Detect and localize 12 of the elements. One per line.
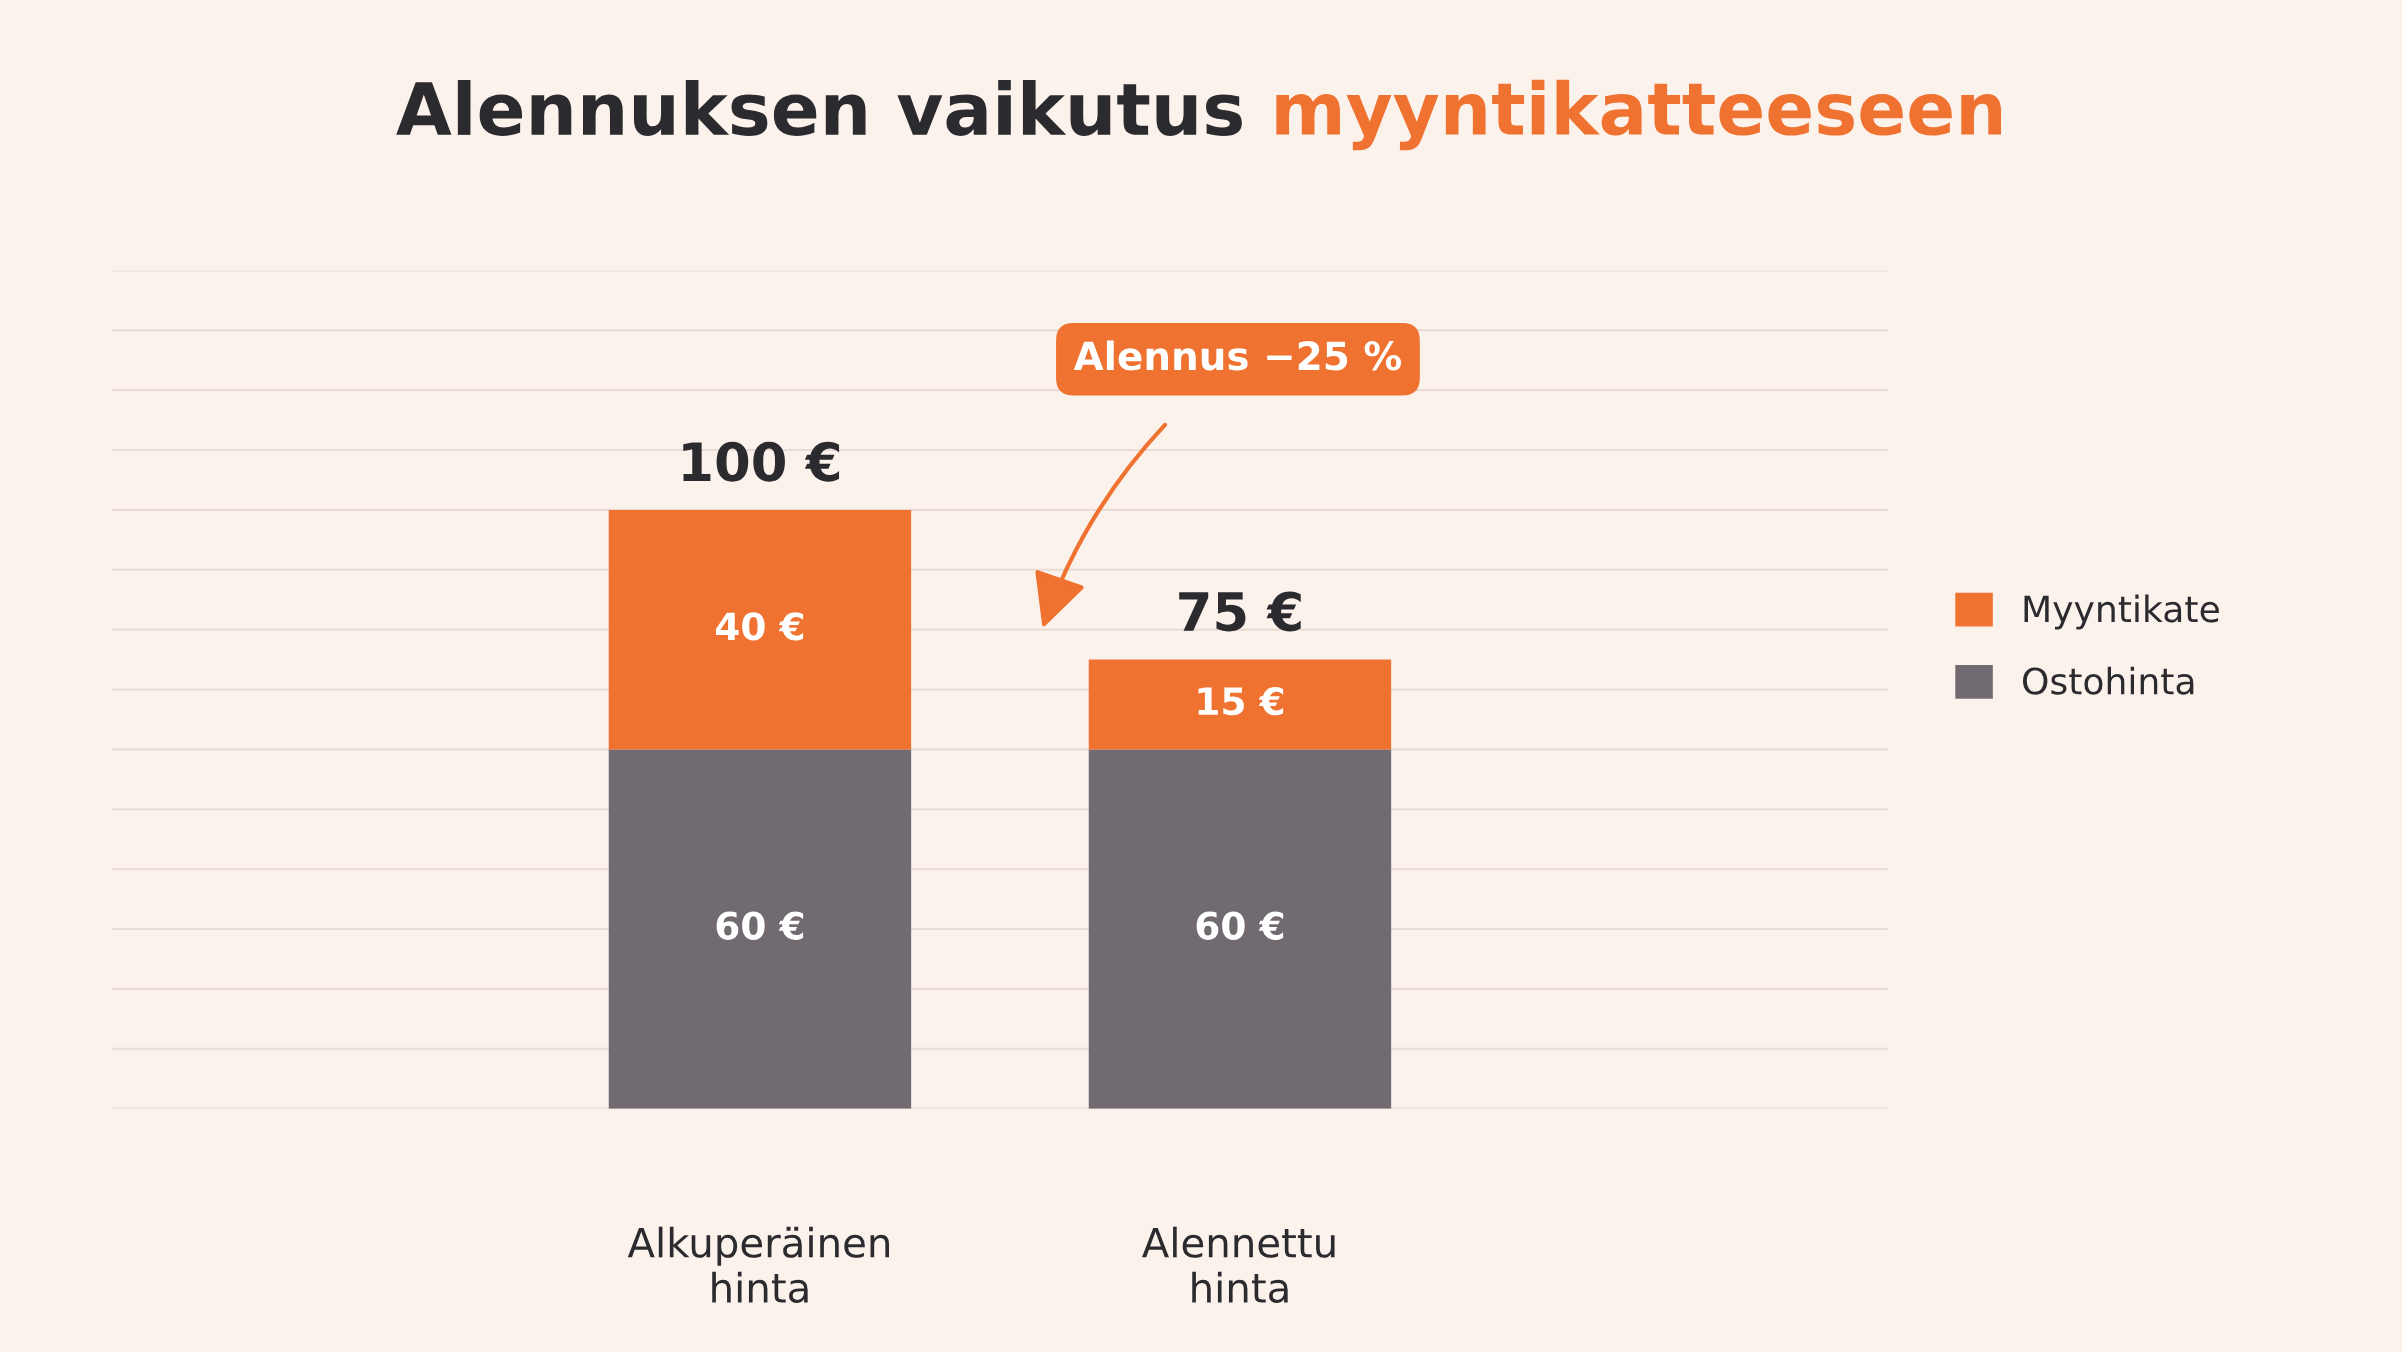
chart-title: Alennuksen vaikutus myyntikatteeseen [396, 79, 2001, 151]
total-label: 100 € [683, 441, 840, 482]
total-label: 75 € [1179, 591, 1301, 632]
legend-label: Myyntikate [2024, 594, 2219, 630]
data-label: 40 € [715, 612, 804, 641]
data-label: 60 € [1196, 911, 1284, 940]
data-label: 60 € [716, 911, 804, 940]
x-tick-label: Alennettu hinta [1142, 1226, 1335, 1303]
legend-label: Ostohinta [2023, 666, 2194, 695]
data-label: 15 € [1198, 687, 1284, 716]
x-tick-label: Alkuperäinen hinta [627, 1226, 889, 1303]
annotation: Alennus −25 % [1073, 340, 1402, 371]
